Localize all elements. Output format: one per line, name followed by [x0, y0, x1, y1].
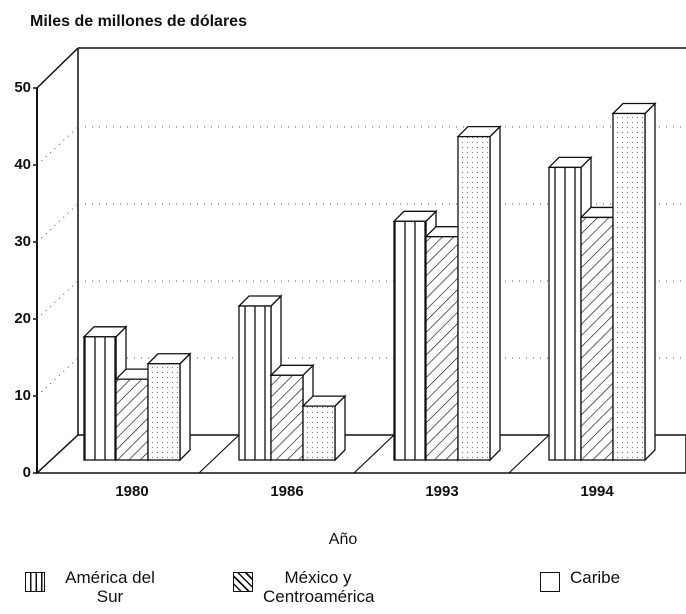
bar: [115, 378, 149, 461]
bar: [270, 374, 304, 461]
legend-item: México y Centroamérica: [233, 568, 375, 606]
x-tick-label: 1986: [270, 483, 303, 500]
bar: [147, 363, 181, 461]
grid-line: [36, 126, 79, 166]
grid-line: [36, 280, 79, 320]
legend-item: Caribe: [540, 568, 620, 592]
wall-edge: [36, 47, 79, 89]
bar-side: [644, 101, 656, 462]
legend-swatch: [233, 572, 253, 592]
y-tick-label: 30: [14, 233, 31, 250]
x-tick-label: 1980: [115, 483, 148, 500]
legend-label: México y Centroamérica: [263, 568, 375, 606]
x-tick-label: 1994: [580, 483, 614, 500]
floor: [35, 434, 686, 474]
bar: [580, 216, 614, 461]
bar-side: [179, 352, 191, 462]
y-tick-label: 50: [14, 79, 31, 96]
bar: [238, 305, 272, 461]
chart-title: Miles de millones de dólares: [30, 13, 247, 30]
legend-swatch: [540, 572, 560, 592]
bar: [302, 405, 336, 461]
grid-line: [36, 203, 79, 243]
bar: [548, 166, 582, 461]
legend-label: Caribe: [570, 568, 621, 587]
y-tick-label: 20: [14, 310, 31, 327]
floor-divider: [198, 434, 240, 474]
chart: Miles de millones de dólares Año 0 10 20 30…: [14, 13, 686, 548]
bar: [83, 336, 117, 461]
bar: [393, 220, 427, 461]
bar: [457, 135, 491, 461]
bar-side: [489, 125, 501, 462]
legend-swatch: [25, 572, 45, 592]
y-tick-label: 0: [23, 464, 31, 481]
legend-label: América del Sur: [65, 568, 155, 606]
floor-divider: [508, 434, 550, 474]
bar: [612, 112, 646, 461]
grid-line: [36, 357, 79, 397]
y-tick-label: 10: [14, 387, 31, 404]
x-tick-label: 1993: [425, 483, 458, 500]
legend-item: América del Sur: [25, 568, 165, 606]
bar-side: [334, 394, 346, 462]
bar: [425, 236, 459, 461]
y-tick-label: 40: [14, 156, 31, 173]
x-axis-label: Año: [329, 531, 358, 548]
floor-divider: [353, 434, 395, 474]
